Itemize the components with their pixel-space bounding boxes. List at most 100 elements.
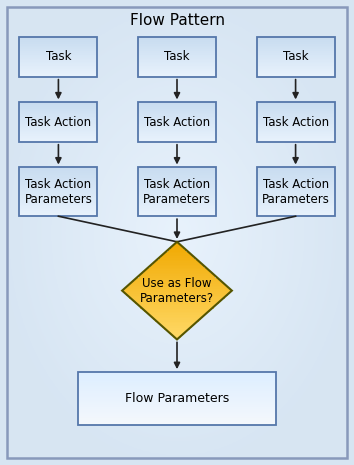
Bar	[19, 195, 97, 196]
Bar	[257, 74, 335, 75]
Bar	[257, 132, 335, 133]
Bar	[19, 112, 97, 113]
Bar	[257, 51, 335, 52]
Bar	[138, 131, 216, 132]
Bar	[138, 183, 216, 184]
Bar	[257, 116, 335, 117]
Bar	[19, 129, 97, 130]
Bar	[138, 113, 216, 114]
Bar	[138, 107, 216, 108]
Bar	[138, 65, 216, 66]
Bar	[19, 178, 97, 179]
Bar	[19, 114, 97, 115]
Bar	[257, 42, 335, 43]
Bar	[257, 196, 335, 197]
Bar	[149, 315, 205, 317]
Bar	[19, 45, 97, 46]
Bar	[142, 272, 212, 274]
Bar	[19, 208, 97, 209]
Bar	[257, 134, 335, 135]
Bar	[78, 412, 276, 414]
Bar	[19, 68, 97, 69]
Bar	[19, 191, 97, 192]
Bar	[257, 128, 335, 129]
Bar	[257, 44, 335, 45]
Bar	[19, 187, 97, 188]
Bar	[19, 54, 97, 55]
Bar	[19, 44, 97, 45]
Bar	[148, 313, 206, 315]
Bar	[257, 178, 335, 179]
Bar	[138, 108, 216, 109]
Bar	[138, 193, 216, 194]
Bar	[138, 111, 216, 112]
Bar	[142, 309, 212, 310]
Bar	[257, 182, 335, 183]
Bar	[139, 306, 215, 307]
Bar	[257, 106, 335, 107]
Bar	[257, 177, 335, 178]
Bar	[19, 48, 97, 49]
Bar	[19, 61, 97, 62]
Bar	[19, 120, 97, 121]
Bar	[138, 46, 216, 47]
Bar	[138, 114, 216, 115]
Bar	[162, 255, 192, 257]
Bar	[257, 43, 335, 44]
Bar	[257, 170, 335, 171]
Bar	[19, 199, 97, 200]
Bar	[19, 169, 97, 170]
Bar	[19, 214, 97, 215]
Bar	[138, 214, 216, 215]
Bar	[257, 49, 335, 50]
Bar	[19, 173, 97, 174]
Bar	[157, 259, 197, 261]
Bar	[257, 37, 335, 77]
Bar	[146, 270, 208, 271]
Bar	[138, 177, 216, 178]
Bar	[19, 65, 97, 66]
Bar	[138, 53, 216, 54]
Bar	[19, 185, 97, 186]
Bar	[257, 126, 335, 127]
Bar	[78, 396, 276, 397]
Bar	[257, 110, 335, 111]
Bar	[257, 174, 335, 175]
Bar	[257, 140, 335, 141]
Bar	[257, 176, 335, 177]
Bar	[19, 107, 97, 108]
Bar	[78, 387, 276, 388]
Bar	[78, 383, 276, 384]
Bar	[138, 62, 216, 63]
Bar	[19, 130, 97, 131]
Bar	[138, 139, 216, 140]
Bar	[138, 102, 216, 142]
Bar	[78, 423, 276, 425]
Bar	[19, 51, 97, 52]
Bar	[138, 48, 216, 49]
Bar	[78, 405, 276, 406]
Bar	[168, 331, 186, 333]
Bar	[19, 193, 97, 194]
Bar	[138, 72, 216, 73]
Bar	[257, 52, 335, 53]
Bar	[168, 250, 186, 252]
Bar	[257, 46, 335, 47]
Bar	[78, 402, 276, 403]
Text: Task Action: Task Action	[144, 116, 210, 128]
Bar	[257, 66, 335, 67]
Bar	[257, 187, 335, 188]
Bar	[19, 75, 97, 76]
Bar	[257, 75, 335, 76]
Bar	[257, 115, 335, 116]
Bar	[257, 45, 335, 46]
Bar	[19, 215, 97, 216]
Bar	[257, 203, 335, 204]
Bar	[19, 62, 97, 63]
Bar	[159, 323, 195, 325]
Bar	[164, 328, 190, 330]
Bar	[78, 376, 276, 378]
Bar	[257, 213, 335, 214]
Bar	[257, 211, 335, 213]
Bar	[138, 213, 216, 214]
